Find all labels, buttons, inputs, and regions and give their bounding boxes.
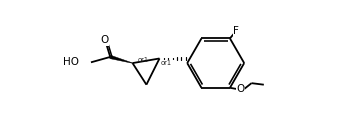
Text: F: F [233, 26, 239, 36]
Text: or1: or1 [160, 60, 171, 66]
Text: O: O [237, 84, 245, 94]
Text: O: O [100, 35, 108, 45]
Text: HO: HO [63, 57, 79, 67]
Polygon shape [110, 55, 133, 63]
Text: or1: or1 [137, 57, 148, 63]
